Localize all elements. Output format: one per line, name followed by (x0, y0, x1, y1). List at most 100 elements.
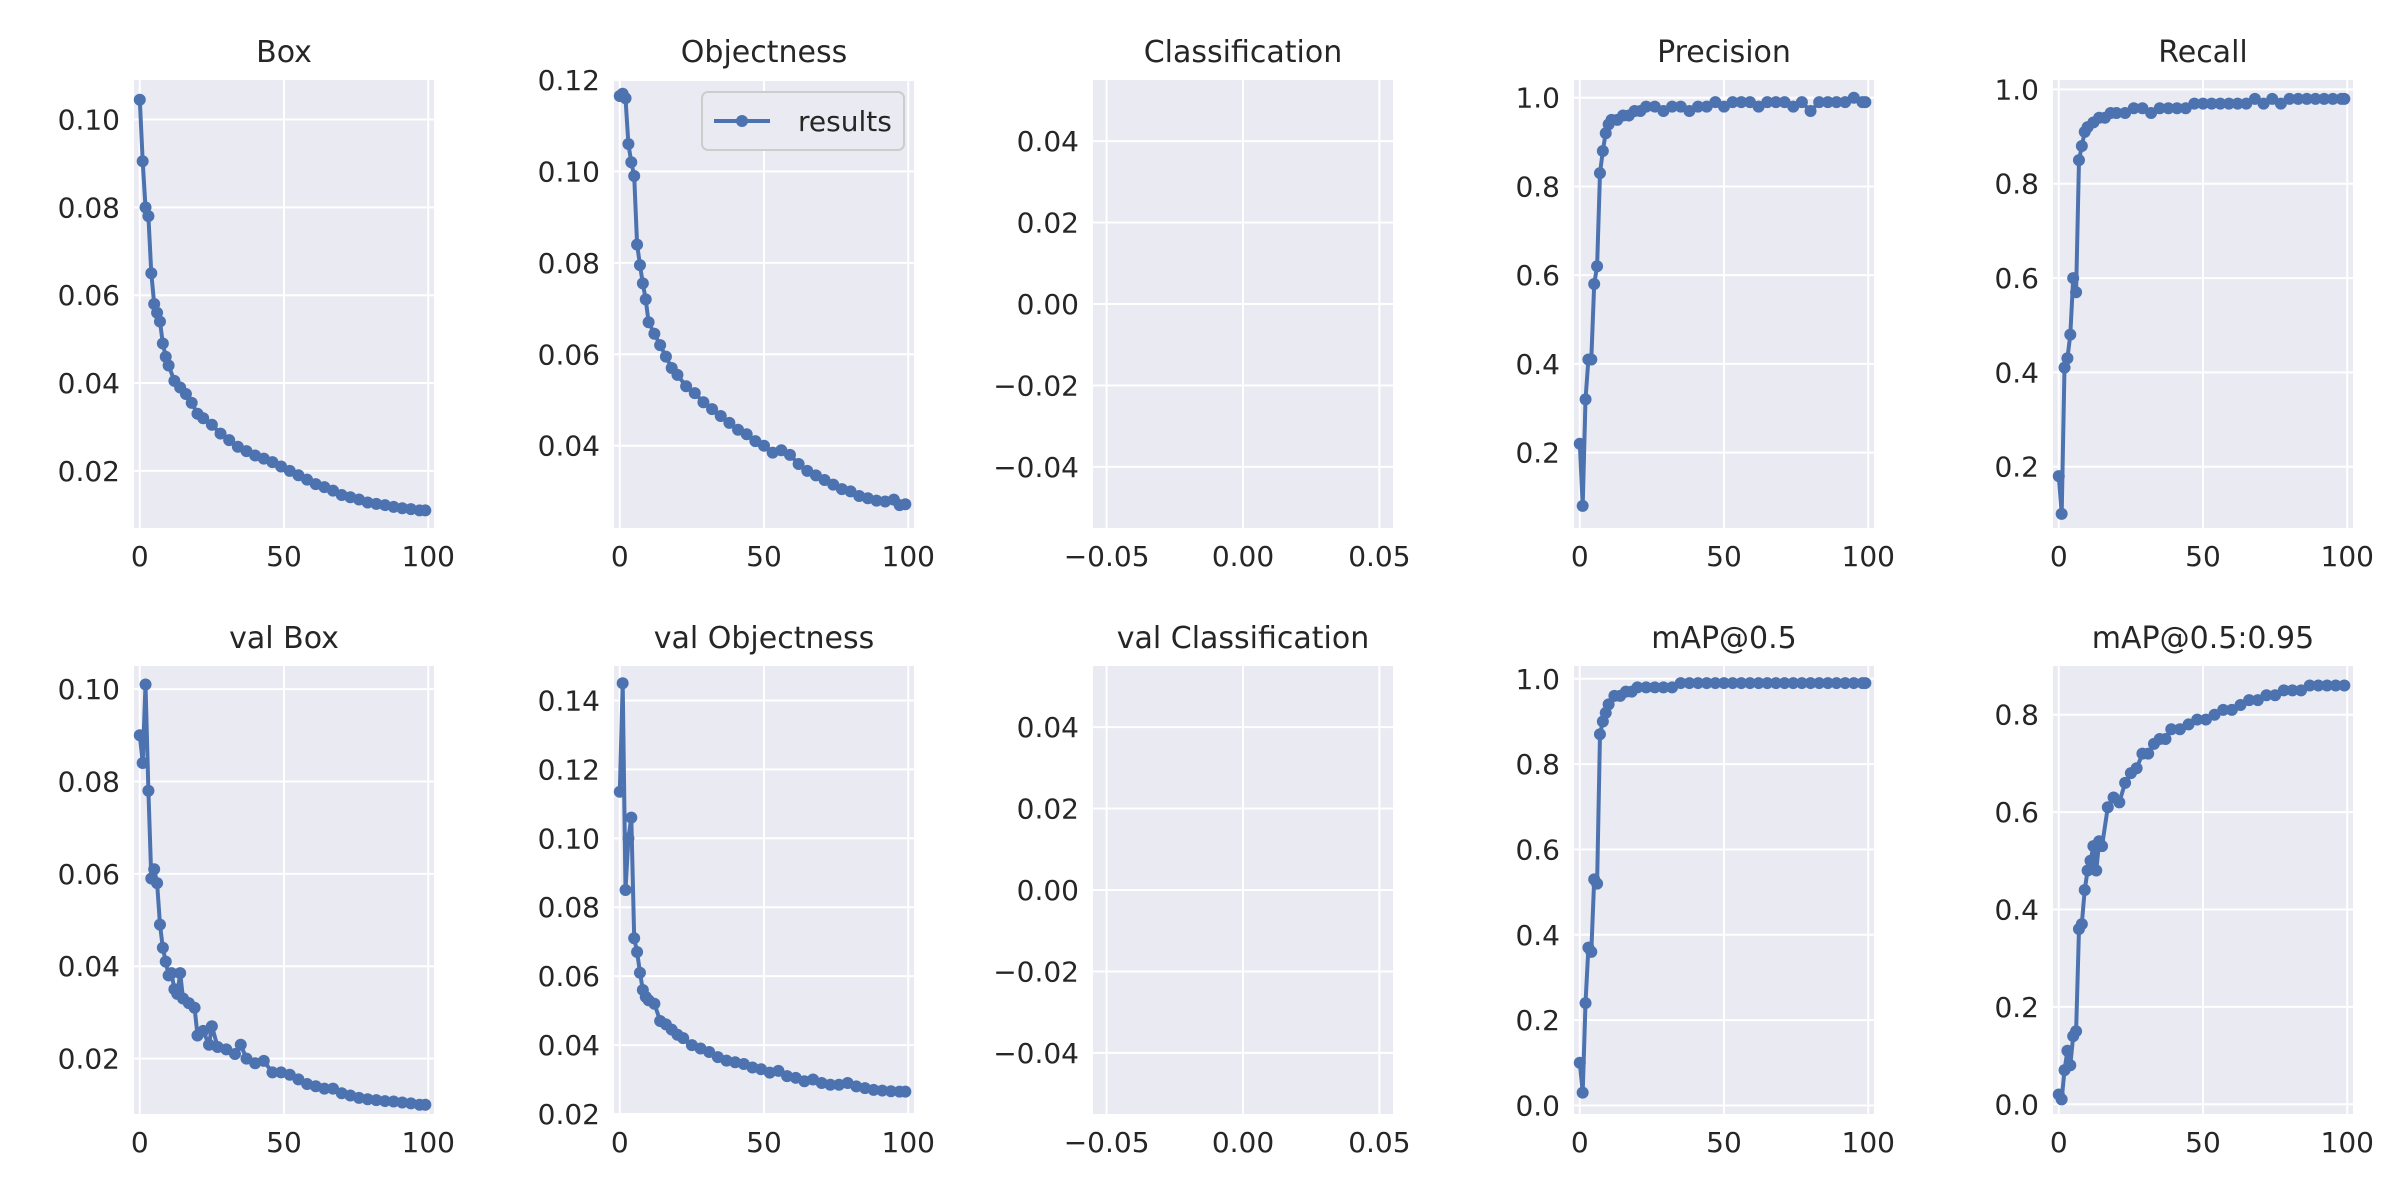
data-point (1769, 96, 1782, 109)
data-point (2072, 154, 2085, 167)
y-tick-label: −0.04 (993, 1037, 1079, 1070)
subplot-4: 0.2 0.4 0.6 0.8 1.0 0 50 100 Recall (1994, 35, 2373, 573)
data-point (139, 678, 152, 691)
data-point (1585, 945, 1598, 958)
legend-point-marker (736, 115, 748, 127)
data-point (619, 884, 632, 896)
x-tick-label: −0.05 (1064, 1126, 1150, 1159)
data-point (1761, 677, 1774, 690)
data-point (153, 918, 166, 931)
subplot-6: 0.02 0.04 0.06 0.08 0.10 0.12 0.14 0 50 100 val Ob… (538, 621, 935, 1159)
data-point (1804, 105, 1817, 118)
subplot-title: mAP@0.5:0.95 (2092, 621, 2314, 656)
y-tick-label: 0.02 (538, 1098, 600, 1131)
data-point (1631, 681, 1644, 694)
x-tick-label: 100 (402, 540, 455, 573)
data-point (2159, 733, 2172, 746)
data-point (723, 416, 736, 429)
data-point (185, 396, 198, 409)
data-point (2214, 97, 2227, 110)
x-tick-label: 100 (2321, 1126, 2374, 1159)
data-point (2090, 864, 2103, 877)
data-point (257, 1054, 270, 1067)
data-point (714, 410, 727, 422)
data-point (1795, 96, 1808, 109)
subplot-title: Recall (2158, 35, 2248, 70)
data-point (1683, 677, 1696, 690)
data-point (1585, 353, 1598, 366)
data-point (419, 1098, 432, 1111)
data-point (2064, 328, 2077, 341)
data-point (387, 1095, 400, 1108)
data-point (370, 1094, 383, 1107)
y-tick-label: 0.10 (538, 155, 600, 188)
y-tick-label: 0.00 (1017, 288, 1079, 321)
data-point (783, 448, 796, 461)
y-tick-label: 0.4 (1994, 356, 2039, 389)
data-point (884, 1085, 897, 1098)
data-point (1591, 877, 1604, 890)
data-point (1576, 1086, 1589, 1099)
data-point (1657, 681, 1670, 694)
y-tick-label: 0.2 (1994, 991, 2039, 1024)
x-tick-label: 50 (2185, 540, 2221, 573)
data-point (2055, 1093, 2068, 1106)
data-point (318, 1082, 331, 1095)
y-tick-label: 0.06 (58, 858, 120, 891)
data-point (2171, 102, 2184, 115)
data-point (2326, 92, 2339, 105)
data-point (156, 941, 169, 954)
subplot-5: 0.02 0.04 0.06 0.08 0.10 0 50 100 val Box (58, 621, 455, 1159)
data-point (2243, 694, 2256, 707)
data-point (642, 316, 655, 329)
data-point (1674, 677, 1687, 690)
data-point (214, 427, 227, 440)
x-tick-label: 0 (131, 1126, 149, 1159)
data-point (205, 418, 218, 431)
data-point (136, 155, 149, 168)
x-tick-label: 50 (1706, 540, 1742, 573)
data-point (659, 350, 672, 363)
data-point (2162, 102, 2175, 115)
data-point (396, 1096, 409, 1109)
data-point (174, 967, 187, 980)
data-point (1640, 100, 1653, 113)
subplot-title: val Classification (1117, 621, 1370, 656)
data-point (1761, 96, 1774, 109)
data-point (628, 932, 641, 945)
data-point (2277, 684, 2290, 697)
data-point (2286, 684, 2299, 697)
data-point (1588, 278, 1601, 291)
x-tick-label: 50 (746, 1126, 782, 1159)
x-tick-label: 100 (882, 1126, 935, 1159)
y-tick-label: −0.02 (993, 369, 1079, 402)
x-tick-label: 0.00 (1212, 540, 1274, 573)
data-point (2260, 689, 2273, 702)
data-point (153, 315, 166, 328)
data-point (628, 170, 641, 182)
data-point (205, 1020, 218, 1033)
x-tick-label: 0.05 (1348, 1126, 1410, 1159)
y-tick-label: 0.04 (538, 430, 600, 463)
data-point (2197, 97, 2209, 110)
data-point (824, 1078, 837, 1091)
subplot-title: Objectness (681, 35, 847, 70)
data-point (1579, 393, 1592, 406)
y-tick-label: 0.06 (538, 338, 600, 371)
data-point (2153, 102, 2166, 115)
data-point (2205, 97, 2218, 110)
data-point (145, 267, 158, 280)
data-point (156, 337, 169, 350)
data-point (1795, 677, 1808, 690)
data-point (1769, 677, 1782, 690)
data-point (2231, 97, 2244, 110)
data-point (2110, 107, 2123, 120)
subplot-7: −0.04 −0.02 0.00 0.02 0.04 −0.05 0.00 0.05 val C… (993, 621, 1410, 1159)
y-tick-label: 0.6 (1994, 262, 2039, 295)
x-tick-label: 50 (2185, 1126, 2221, 1159)
legend-box (701, 91, 905, 151)
data-point (2075, 918, 2088, 931)
data-point (2303, 679, 2316, 692)
data-point (2142, 747, 2155, 760)
data-point (266, 1066, 279, 1079)
